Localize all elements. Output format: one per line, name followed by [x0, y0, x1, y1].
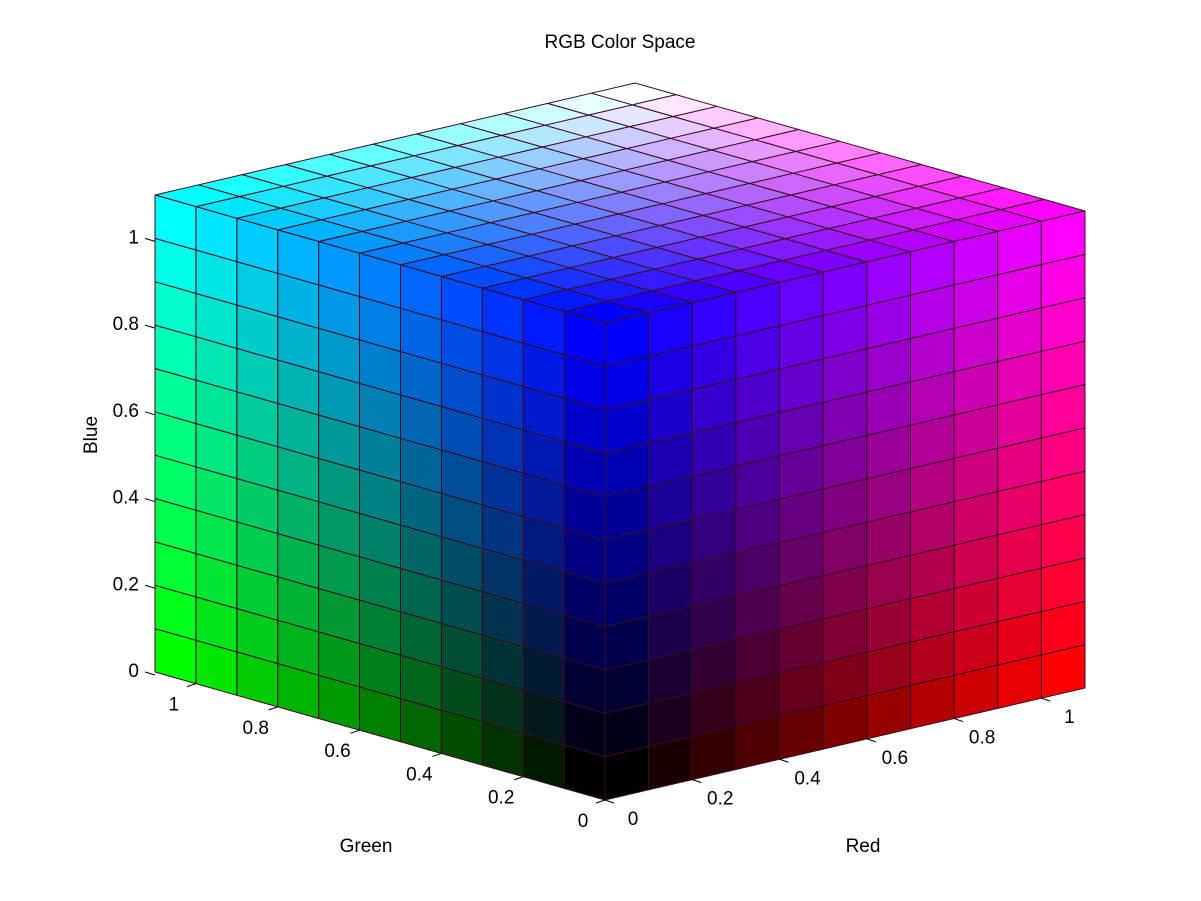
y-tick-label: 0 [578, 811, 589, 832]
cell [154, 194, 197, 251]
x-tick-label: 0.2 [707, 789, 733, 810]
y-tick [595, 799, 606, 804]
z-tick-label: 0 [128, 661, 139, 682]
y-tick [186, 683, 197, 688]
z-tick [144, 584, 156, 589]
x-tick [953, 718, 964, 723]
chart-title: RGB Color Space [544, 32, 695, 53]
x-tick-label: 0.8 [969, 728, 995, 749]
x-axis-label: Red [846, 836, 881, 857]
z-axis-label: Blue [81, 416, 102, 454]
z-tick-label: 0.2 [113, 574, 139, 595]
y-axis-label: Green [340, 836, 393, 857]
cell [1040, 210, 1086, 265]
x-tick [604, 799, 615, 804]
y-tick [350, 729, 360, 734]
z-tick-label: 0.8 [113, 314, 139, 335]
z-tick [144, 671, 156, 676]
y-tick-label: 0.2 [488, 788, 514, 809]
y-tick-label: 0.4 [406, 764, 433, 785]
y-tick [432, 752, 442, 757]
z-tick-label: 0.4 [113, 488, 140, 509]
x-tick [779, 758, 789, 763]
y-tick-label: 0.8 [243, 718, 269, 739]
x-tick-label: 0.6 [882, 748, 908, 769]
y-tick-label: 1 [169, 695, 180, 716]
x-tick [866, 738, 876, 743]
x-tick-label: 0.4 [794, 768, 821, 789]
x-tick [1041, 697, 1051, 702]
cube [154, 82, 1086, 801]
x-tick-label: 1 [1064, 707, 1075, 728]
z-tick [144, 237, 156, 242]
z-tick [144, 324, 156, 329]
z-tick-label: 1 [128, 227, 139, 248]
x-tick-label: 0 [628, 809, 639, 830]
z-tick [144, 411, 156, 416]
y-tick-label: 0.6 [324, 741, 350, 762]
y-tick [514, 776, 524, 781]
cell [590, 82, 677, 106]
x-tick [692, 779, 702, 784]
z-tick-label: 0.6 [113, 401, 139, 422]
z-tick [144, 498, 156, 503]
y-tick [268, 706, 278, 711]
